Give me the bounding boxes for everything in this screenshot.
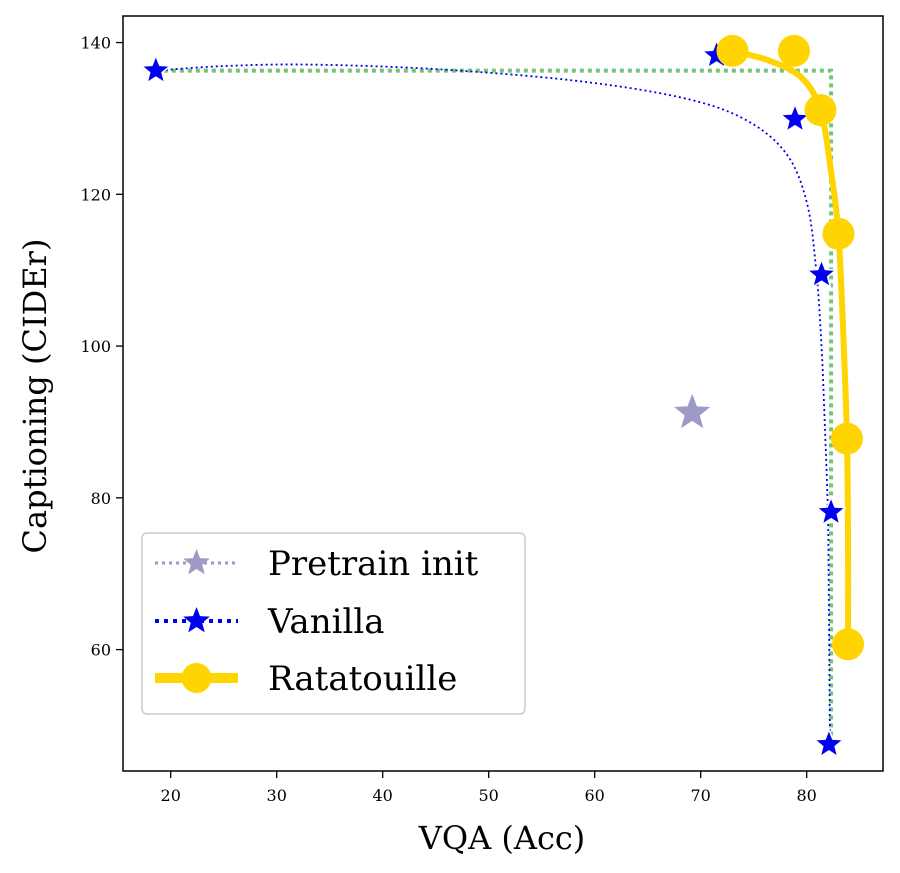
x-tick-label-20: 20 bbox=[161, 786, 181, 805]
x-axis-label: VQA (Acc) bbox=[418, 819, 586, 857]
legend-label-pretrain-init: Pretrain init bbox=[268, 544, 479, 584]
vanilla-point-3 bbox=[806, 259, 837, 288]
legend-marker-pretrain-init bbox=[183, 549, 210, 575]
vanilla-point-0 bbox=[140, 54, 171, 84]
x-tick-label-50: 50 bbox=[479, 786, 499, 805]
y-tick-label-120: 120 bbox=[80, 185, 111, 204]
legend-marker-vanilla bbox=[183, 607, 210, 633]
ratatouille-point-4 bbox=[830, 422, 863, 455]
pareto-envelope-line bbox=[155, 68, 834, 745]
y-tick-label-80: 80 bbox=[91, 489, 111, 508]
x-tick-label-80: 80 bbox=[797, 786, 817, 805]
ratatouille-point-5 bbox=[832, 628, 865, 661]
ratatouille-point-1 bbox=[777, 34, 810, 67]
legend-marker-ratatouille bbox=[181, 663, 212, 693]
x-tick-label-70: 70 bbox=[691, 786, 711, 805]
pretrain-point-0 bbox=[674, 393, 711, 429]
x-tick-label-30: 30 bbox=[267, 786, 287, 805]
legend-frame bbox=[141, 532, 526, 715]
y-tick-label-60: 60 bbox=[91, 641, 111, 660]
plot-layer bbox=[140, 34, 865, 758]
ratatouille-point-2 bbox=[804, 94, 837, 127]
vanilla-point-5 bbox=[813, 728, 844, 758]
legend-label-vanilla: Vanilla bbox=[267, 602, 385, 642]
y-axis-label: Captioning (CIDEr) bbox=[16, 239, 54, 554]
ratatouille-point-0 bbox=[716, 34, 749, 67]
axes-layer: 20 30 40 50 60 70 80 60 80 100 120 140 bbox=[80, 15, 884, 805]
y-tick-label-140: 140 bbox=[80, 34, 111, 53]
y-tick-label-100: 100 bbox=[80, 337, 111, 356]
x-tick-label-60: 60 bbox=[585, 786, 605, 805]
legend-label-ratatouille: Ratatouille bbox=[268, 659, 457, 699]
legend: Pretrain init Vanilla Ratatouille bbox=[141, 532, 526, 715]
x-tick-label-40: 40 bbox=[373, 786, 393, 805]
ratatouille-point-3 bbox=[822, 217, 855, 250]
vanilla-point-4 bbox=[816, 496, 847, 526]
axes-frame bbox=[122, 15, 884, 772]
vanilla-curve bbox=[155, 63, 831, 745]
